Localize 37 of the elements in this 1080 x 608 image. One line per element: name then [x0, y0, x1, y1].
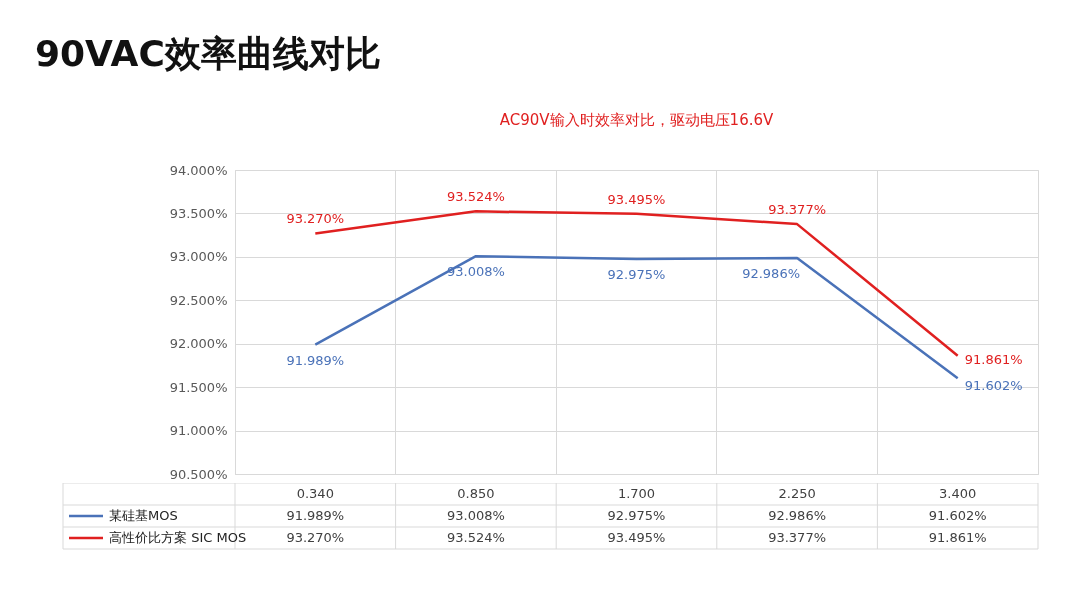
chart-title: 90VAC效率曲线对比	[35, 32, 381, 76]
data-label: 91.989%	[286, 508, 345, 523]
text: 93.008%	[446, 264, 505, 280]
y-tick-label: 92.500%	[169, 292, 228, 308]
text: 92.975%	[607, 267, 666, 283]
data-label: 92.975%	[607, 508, 666, 523]
y-tick-label: 94.000%	[169, 162, 228, 178]
y-tick-label: 91.000%	[169, 423, 228, 439]
x-tick-label: 0.340	[296, 486, 334, 501]
text: 91.989%	[286, 352, 345, 368]
data-label: 93.495%	[607, 530, 666, 545]
y-tick-label: 90.500%	[169, 466, 228, 482]
y-tick-label: 91.500%	[169, 379, 228, 395]
text: 93.524%	[446, 189, 505, 205]
data-label: 91.602%	[928, 508, 987, 523]
y-tick-label: 93.000%	[169, 249, 228, 265]
y-tick-label: 93.500%	[169, 205, 228, 221]
data-label: 93.008%	[446, 508, 505, 523]
y-tick-label: 92.000%	[169, 336, 228, 352]
chart-subtitle: AC90V输入时效率对比，驱动电压16.6V	[499, 111, 774, 129]
x-tick-label: 3.400	[939, 486, 977, 501]
text: 93.377%	[768, 202, 827, 218]
legend-label: 高性价比方案 SIC MOS	[109, 530, 247, 545]
data-label: 93.270%	[286, 530, 345, 545]
x-tick-label: 2.250	[778, 486, 816, 501]
text: 91.602%	[964, 378, 1023, 394]
data-label: 93.377%	[768, 530, 827, 545]
data-label: 91.861%	[928, 530, 987, 545]
text: 93.270%	[286, 211, 345, 227]
x-tick-label: 0.850	[457, 486, 495, 501]
text: 91.861%	[964, 351, 1023, 367]
data-label: 92.986%	[768, 508, 827, 523]
text: 92.986%	[742, 266, 801, 282]
x-tick-label: 1.700	[617, 486, 656, 501]
text: 93.495%	[607, 191, 666, 207]
data-label: 93.524%	[446, 530, 505, 545]
legend-label: 某硅基MOS	[109, 508, 178, 523]
